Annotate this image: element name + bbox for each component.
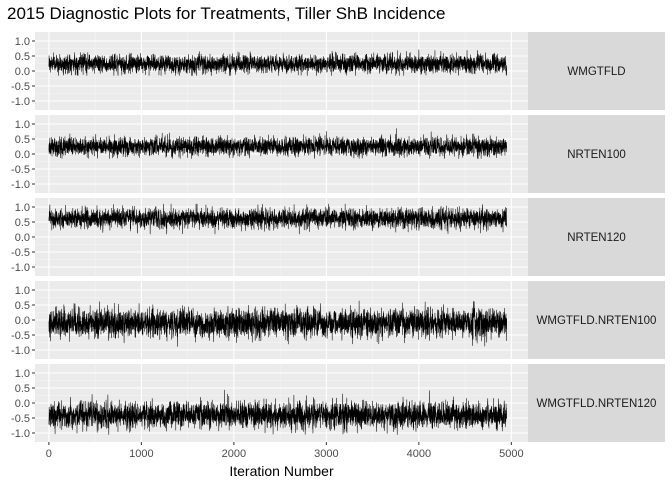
- y-tick-label: -0.5: [11, 81, 30, 93]
- y-tick-label: -0.5: [11, 164, 30, 176]
- facet-strip: [528, 32, 665, 110]
- trace-line: [48, 128, 508, 159]
- y-tick-label: 1.0: [15, 202, 30, 214]
- facet-strip: [528, 115, 665, 193]
- trace-line: [48, 49, 508, 76]
- x-tick-label: 5000: [499, 448, 523, 460]
- x-tick-label: 1000: [129, 448, 153, 460]
- y-tick-label: 0.5: [15, 134, 30, 146]
- y-tick-label: 0.0: [15, 149, 30, 161]
- facet-strip: [528, 281, 665, 359]
- y-tick-label: 0.5: [15, 300, 30, 312]
- x-tick-label: 0: [46, 448, 52, 460]
- y-tick-label: -1.0: [11, 262, 30, 274]
- facet-strip: [528, 198, 665, 276]
- y-tick-label: 1.0: [15, 119, 30, 131]
- y-tick-label: 1.0: [15, 368, 30, 380]
- facet-label: NRTEN120: [567, 232, 626, 244]
- y-tick-label: -0.5: [11, 413, 30, 425]
- facet-label: NRTEN100: [567, 149, 626, 161]
- facet-label: WMGTFLD.NRTEN120: [537, 398, 657, 410]
- facet-label: WMGTFLD: [567, 66, 625, 78]
- facet-label: WMGTFLD.NRTEN100: [537, 315, 657, 327]
- x-tick-label: 4000: [407, 448, 431, 460]
- y-tick-label: 0.0: [15, 66, 30, 78]
- y-tick-label: -1.0: [11, 179, 30, 191]
- y-tick-label: -0.5: [11, 330, 30, 342]
- x-tick-label: 2000: [222, 448, 246, 460]
- y-tick-label: 0.5: [15, 217, 30, 229]
- y-tick-label: 1.0: [15, 285, 30, 297]
- trace-line: [48, 300, 508, 347]
- y-tick-label: -1.0: [11, 428, 30, 440]
- x-tick-label: 3000: [314, 448, 338, 460]
- x-axis-title: Iteration Number: [229, 463, 334, 479]
- y-tick-label: 0.0: [15, 398, 30, 410]
- trace-line: [48, 389, 508, 435]
- facet-strip: [528, 364, 665, 442]
- y-tick-label: 0.5: [15, 51, 30, 63]
- y-tick-label: 0.0: [15, 315, 30, 327]
- y-tick-label: 0.5: [15, 383, 30, 395]
- y-tick-label: 0.0: [15, 232, 30, 244]
- y-tick-label: -0.5: [11, 247, 30, 259]
- trace-line: [48, 203, 508, 235]
- y-tick-label: -1.0: [11, 96, 30, 108]
- chart-title: 2015 Diagnostic Plots for Treatments, Ti…: [7, 4, 446, 23]
- y-tick-label: 1.0: [15, 36, 30, 48]
- y-tick-label: -1.0: [11, 345, 30, 357]
